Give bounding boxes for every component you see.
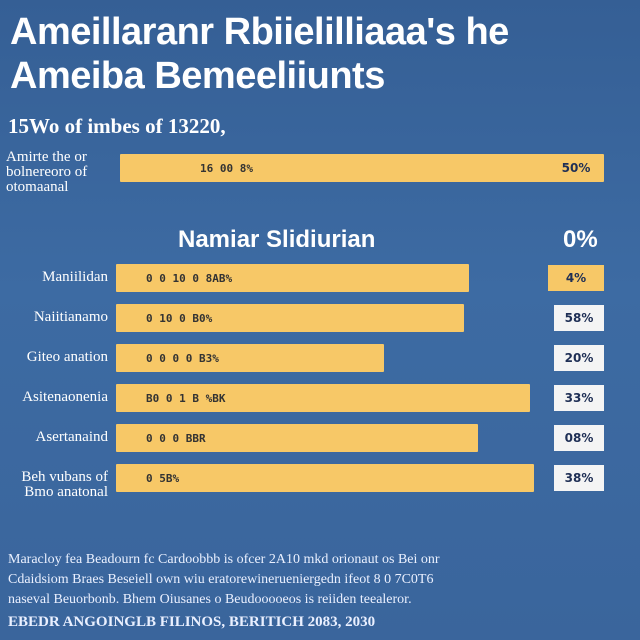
footer-line-3: naseval Beuorbonb. Bhem Oiusanes o Beudo… xyxy=(8,592,412,607)
row-label: Naiitianamo xyxy=(33,309,108,325)
footer-line-1: Maracloy fea Beadourn fc Cardoobbb is of… xyxy=(8,552,440,567)
title-line-2: Ameiba Bemeeliiunts xyxy=(10,55,385,97)
chart-subtitle: 15Wo of imbes of 13220, xyxy=(8,114,226,138)
section-title: Namiar Slidiurian xyxy=(178,226,376,253)
chart-title: Ameillaranr Rbiielilliaaa's he Ameiba Be… xyxy=(10,10,630,98)
row-bar-label: 0 0 0 BBR xyxy=(146,432,206,445)
row-bar-label: 0 0 10 0 8AB% xyxy=(146,272,233,285)
footer-line-4: EBEDR ANGOINGLB FILINOS, BERITICH 2083, … xyxy=(8,614,376,630)
row-label: Asitenaonenia xyxy=(22,389,108,405)
row-label: Beh vubans of Bmo anatonal xyxy=(21,469,108,500)
row-label: Asertanaind xyxy=(35,429,108,445)
row-bar: B0 0 1 B %BK xyxy=(116,384,530,412)
row-percent: 20% xyxy=(554,345,604,371)
row-label: Maniilidan xyxy=(42,269,108,285)
top-row-percent: 50% xyxy=(548,155,604,181)
row-label: Giteo anation xyxy=(26,349,108,365)
top-row-label: Amirte the or bolnereoro of otomaanal xyxy=(6,149,88,195)
row-bar-label: 0 10 0 B0% xyxy=(146,312,213,325)
row-bar: 0 5B% xyxy=(116,464,535,492)
row-percent: 33% xyxy=(554,385,604,411)
top-row-bar: 16 00 8% xyxy=(120,154,604,182)
row-bar: 0 10 0 B0% xyxy=(116,304,464,332)
row-percent: 38% xyxy=(554,465,604,491)
row-percent: 08% xyxy=(554,425,604,451)
row-percent: 58% xyxy=(554,305,604,331)
row-bar: 0 0 10 0 8AB% xyxy=(116,264,469,292)
row-bar-label: 0 5B% xyxy=(146,472,180,485)
row-bar-label: B0 0 1 B %BK xyxy=(146,392,226,405)
title-line-1: Ameillaranr Rbiielilliaaa's he xyxy=(10,11,509,53)
footer-line-2: Cdaidsiom Braes Beseiell own wiu eratore… xyxy=(8,572,434,587)
row-bar: 0 0 0 BBR xyxy=(116,424,478,452)
row-bar: 0 0 0 0 B3% xyxy=(116,344,384,372)
top-row-bar-label: 16 00 8% xyxy=(200,162,253,175)
section-percent: 0% xyxy=(563,226,598,253)
row-bar-label: 0 0 0 0 B3% xyxy=(146,352,219,365)
row-percent: 4% xyxy=(548,265,604,291)
